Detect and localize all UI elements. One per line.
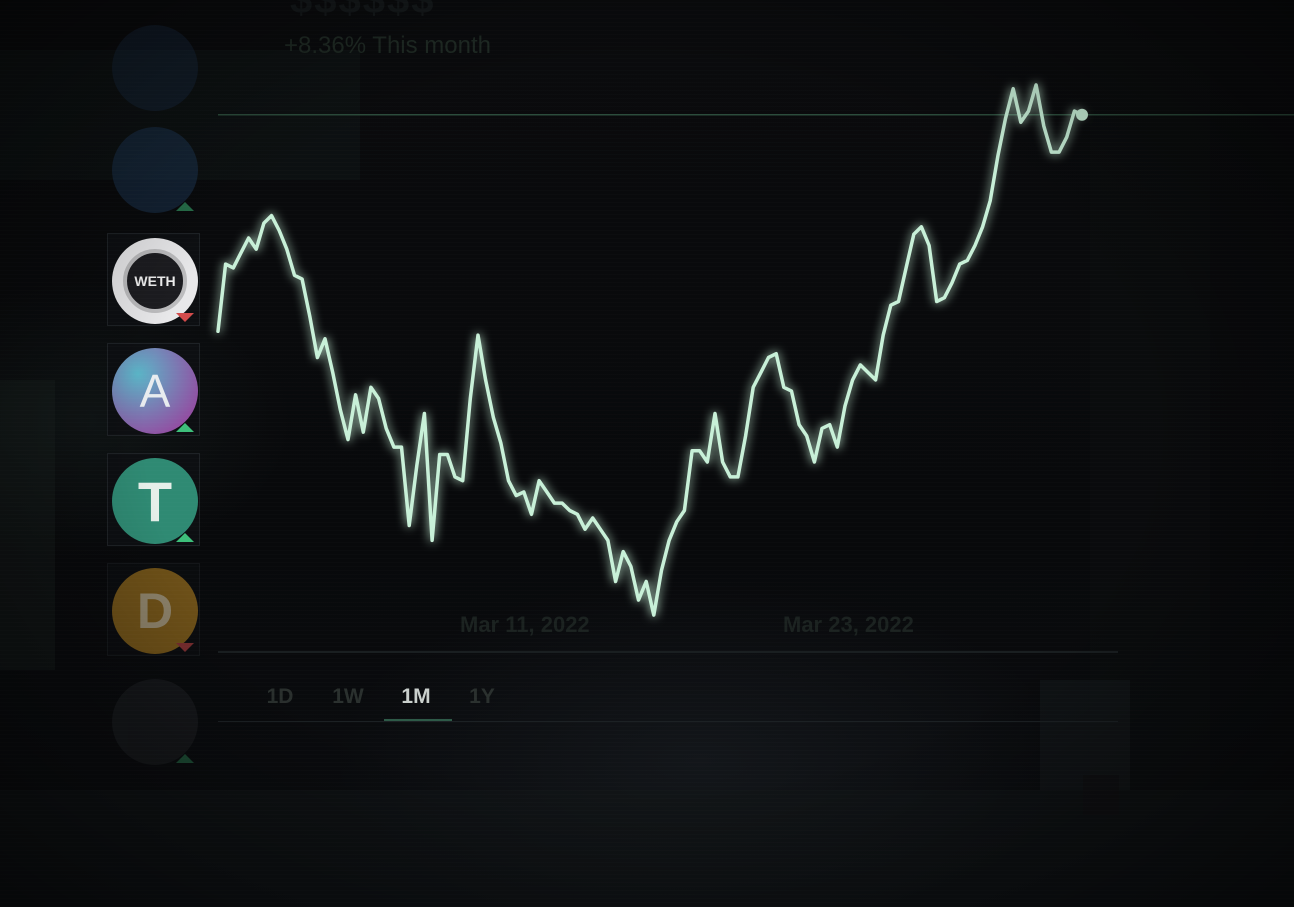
- tab-1m[interactable]: 1M: [401, 685, 431, 708]
- series-line: [216, 83, 1084, 617]
- tab-1y[interactable]: 1Y: [469, 685, 495, 708]
- x-axis: [218, 651, 1118, 653]
- x-tick-label: Mar 11, 2022: [460, 612, 590, 637]
- x-tick-label: Mar 23, 2022: [783, 612, 914, 637]
- tab-1d[interactable]: 1D: [266, 685, 294, 708]
- tab-divider: [218, 721, 1118, 722]
- current-price-dot[interactable]: [1076, 108, 1088, 121]
- tab-1w[interactable]: 1W: [332, 685, 364, 708]
- range-tabs: 1D 1W 1M 1Y: [218, 674, 1118, 724]
